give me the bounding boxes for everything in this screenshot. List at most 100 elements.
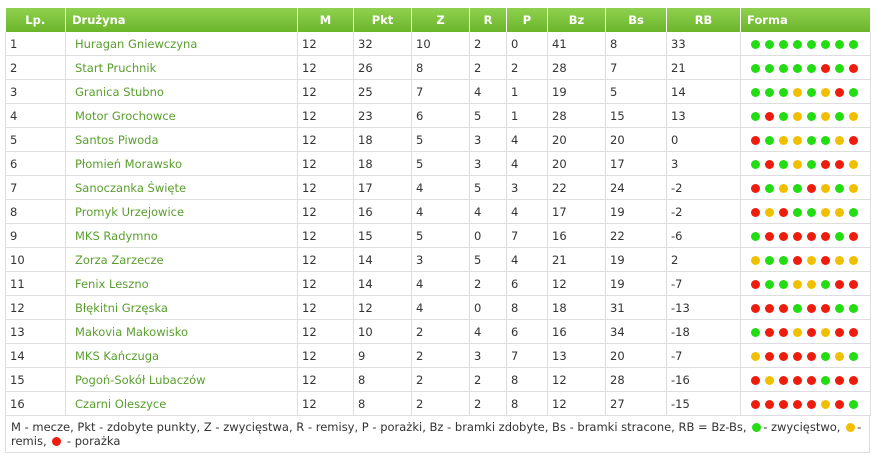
cell-r: 0 bbox=[469, 295, 507, 320]
team-link[interactable]: Motor Grochowce bbox=[65, 103, 298, 128]
team-link[interactable]: Huragan Gniewczyna bbox=[65, 32, 298, 56]
cell-r: 2 bbox=[469, 55, 507, 80]
team-link[interactable]: Błękitni Grzęska bbox=[65, 295, 298, 320]
cell-bz: 20 bbox=[547, 151, 606, 176]
win-dot-icon bbox=[779, 63, 788, 73]
team-link[interactable]: Granica Stubno bbox=[65, 79, 298, 104]
header-r[interactable]: R bbox=[469, 8, 507, 32]
loss-dot-icon bbox=[751, 375, 760, 385]
win-dot-icon bbox=[751, 111, 760, 121]
cell-m: 12 bbox=[297, 127, 354, 152]
header-z[interactable]: Z bbox=[411, 8, 470, 32]
cell-rb: 14 bbox=[666, 79, 741, 104]
loss-dot-icon bbox=[807, 351, 816, 361]
cell-form bbox=[740, 367, 871, 392]
league-table: Lp. Drużyna M Pkt Z R P Bz Bs RB Forma 1… bbox=[5, 8, 871, 416]
cell-bz: 19 bbox=[547, 79, 606, 104]
league-table-container: Lp. Drużyna M Pkt Z R P Bz Bs RB Forma 1… bbox=[5, 8, 871, 453]
table-row: 11 Fenix Leszno 12 14 4 2 6 12 19 -7 bbox=[5, 271, 871, 296]
win-dot-icon bbox=[807, 39, 816, 49]
loss-dot-icon bbox=[779, 399, 788, 409]
table-row: 14 MKS Kańczuga 12 9 2 3 7 13 20 -7 bbox=[5, 343, 871, 368]
cell-z: 8 bbox=[411, 55, 470, 80]
team-link[interactable]: Pogoń-Sokół Lubaczów bbox=[65, 367, 298, 392]
win-dot-icon bbox=[751, 159, 760, 169]
loss-dot-icon bbox=[751, 399, 760, 409]
cell-m: 12 bbox=[297, 319, 354, 344]
table-row: 10 Zorza Zarzecze 12 14 3 5 4 21 19 2 bbox=[5, 247, 871, 272]
header-rb[interactable]: RB bbox=[666, 8, 741, 32]
header-bz[interactable]: Bz bbox=[547, 8, 606, 32]
cell-form bbox=[740, 32, 871, 56]
cell-z: 4 bbox=[411, 199, 470, 224]
draw-dot-icon bbox=[821, 87, 830, 97]
cell-m: 12 bbox=[297, 367, 354, 392]
win-dot-icon bbox=[779, 87, 788, 97]
loss-dot-icon bbox=[779, 351, 788, 361]
team-link[interactable]: Czarni Oleszyce bbox=[65, 391, 298, 416]
team-link[interactable]: MKS Radymno bbox=[65, 223, 298, 248]
cell-m: 12 bbox=[297, 151, 354, 176]
team-link[interactable]: Płomień Morawsko bbox=[65, 151, 298, 176]
win-dot-icon bbox=[793, 303, 802, 313]
header-p[interactable]: P bbox=[506, 8, 548, 32]
win-dot-icon bbox=[765, 255, 774, 265]
cell-lp: 6 bbox=[5, 151, 66, 176]
team-link[interactable]: Promyk Urzejowice bbox=[65, 199, 298, 224]
draw-dot-icon bbox=[779, 183, 788, 193]
win-dot-icon bbox=[751, 39, 760, 49]
cell-form bbox=[740, 247, 871, 272]
cell-pkt: 10 bbox=[353, 319, 412, 344]
loss-dot-icon bbox=[849, 375, 858, 385]
cell-bs: 5 bbox=[605, 79, 667, 104]
cell-z: 4 bbox=[411, 271, 470, 296]
cell-z: 5 bbox=[411, 151, 470, 176]
cell-pkt: 17 bbox=[353, 175, 412, 200]
cell-r: 3 bbox=[469, 151, 507, 176]
table-body: 1 Huragan Gniewczyna 12 32 10 2 0 41 8 33 2 Start P… bbox=[5, 32, 871, 416]
loss-dot-icon bbox=[835, 159, 844, 169]
cell-bz: 12 bbox=[547, 391, 606, 416]
cell-lp: 14 bbox=[5, 343, 66, 368]
cell-form bbox=[740, 127, 871, 152]
header-m[interactable]: M bbox=[297, 8, 354, 32]
win-dot-icon bbox=[807, 159, 816, 169]
legend: M - mecze, Pkt - zdobyte punkty, Z - zwy… bbox=[5, 416, 870, 453]
win-dot-icon bbox=[835, 111, 844, 121]
header-pkt[interactable]: Pkt bbox=[353, 8, 412, 32]
cell-z: 2 bbox=[411, 343, 470, 368]
legend-text: M - mecze, Pkt - zdobyte punkty, Z - zwy… bbox=[11, 420, 747, 434]
cell-bz: 22 bbox=[547, 175, 606, 200]
cell-m: 12 bbox=[297, 55, 354, 80]
win-dot-icon bbox=[821, 39, 830, 49]
cell-r: 4 bbox=[469, 319, 507, 344]
cell-z: 7 bbox=[411, 79, 470, 104]
team-link[interactable]: Sanoczanka Święte bbox=[65, 175, 298, 200]
header-team[interactable]: Drużyna bbox=[65, 8, 298, 32]
win-dot-icon bbox=[779, 159, 788, 169]
team-link[interactable]: Start Pruchnik bbox=[65, 55, 298, 80]
loss-dot-icon bbox=[835, 375, 844, 385]
team-link[interactable]: Santos Piwoda bbox=[65, 127, 298, 152]
cell-lp: 4 bbox=[5, 103, 66, 128]
loss-dot-icon bbox=[765, 351, 774, 361]
cell-m: 12 bbox=[297, 247, 354, 272]
win-dot-icon bbox=[835, 183, 844, 193]
cell-bz: 41 bbox=[547, 32, 606, 56]
cell-z: 6 bbox=[411, 103, 470, 128]
header-bs[interactable]: Bs bbox=[605, 8, 667, 32]
legend-loss: - porażka bbox=[66, 434, 121, 448]
header-lp[interactable]: Lp. bbox=[5, 8, 66, 32]
cell-p: 8 bbox=[506, 391, 548, 416]
team-link[interactable]: Zorza Zarzecze bbox=[65, 247, 298, 272]
loss-dot-icon bbox=[765, 303, 774, 313]
team-link[interactable]: Makovia Makowisko bbox=[65, 319, 298, 344]
cell-m: 12 bbox=[297, 295, 354, 320]
table-row: 7 Sanoczanka Święte 12 17 4 5 3 22 24 -2 bbox=[5, 175, 871, 200]
cell-p: 8 bbox=[506, 295, 548, 320]
team-link[interactable]: MKS Kańczuga bbox=[65, 343, 298, 368]
cell-r: 0 bbox=[469, 223, 507, 248]
table-row: 16 Czarni Oleszyce 12 8 2 2 8 12 27 -15 bbox=[5, 391, 871, 416]
loss-dot-icon bbox=[849, 231, 858, 241]
team-link[interactable]: Fenix Leszno bbox=[65, 271, 298, 296]
